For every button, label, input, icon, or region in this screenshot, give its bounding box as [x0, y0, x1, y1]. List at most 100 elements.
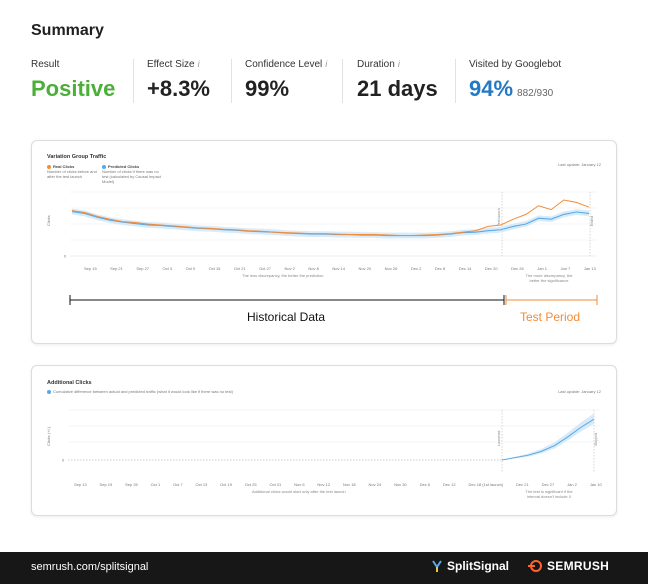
chart2-tick-8: Oct 31 [269, 482, 282, 487]
legend-real-desc: Number of clicks before and after the te… [47, 169, 97, 179]
additional-clicks-line [501, 418, 595, 461]
footer-url[interactable]: semrush.com/splitsignal [31, 561, 149, 573]
chart1-updated: Last update: January 12 [558, 162, 601, 167]
chart1-tick-5: Oct 15 [208, 266, 221, 271]
chart1-note-right: The more discrepancy, the better the sig… [525, 273, 573, 283]
chart1-tick-1: Sep 21 [110, 266, 123, 271]
chart2-tick-18: Dec 27 [541, 482, 555, 487]
chart1-tick-17: Dec 26 [511, 266, 524, 271]
chart1-tick-19: Jan 7 [560, 266, 571, 271]
chart2-tick-20: Jan 10 [589, 482, 602, 487]
googlebot-value: 94% [469, 76, 514, 101]
chart1-tick-7: Oct 27 [259, 266, 271, 271]
chart1-x-ticks: Sep 15 Sep 21 Sep 27 Oct 3 Oct 9 Oct 15 Oct 21… [84, 266, 596, 271]
chart1-tick-11: Nov 20 [358, 266, 372, 271]
chart2-start-marker: Launched [497, 431, 501, 446]
chart1-y-zero-label: 0 [64, 254, 67, 259]
result-value: Positive [31, 76, 116, 101]
chart2-y-zero-label: 0 [62, 458, 65, 463]
metric-duration: Duration i 21 days [357, 59, 438, 102]
legend-dot-blue [102, 164, 106, 169]
chart1-y-axis-label: Clicks [46, 215, 51, 226]
legend-predicted-desc: Number of clicks if there was no test (c… [102, 169, 161, 184]
splitsignal-text: SplitSignal [447, 559, 510, 573]
googlebot-label: Visited by Googlebot [469, 59, 562, 70]
chart2-tick-5: Oct 13 [195, 482, 208, 487]
legend-additional-desc: Cumulative difference between actual and… [53, 389, 233, 394]
splitsignal-logo: SplitSignal [431, 559, 509, 573]
chart2-x-ticks: Sep 13 Sep 19 Sep 25 Oct 1 Oct 7 Oct 13 Oct 19… [74, 482, 602, 487]
chart1-tick-2: Sep 27 [136, 266, 150, 271]
test-period-label: Test Period [520, 310, 581, 324]
duration-value: 21 days [357, 76, 438, 101]
confidence-label: Confidence Level [245, 59, 323, 70]
chart2-tick-16: Dec 18 (1st launch) [468, 482, 504, 487]
chart1-tick-20: Jan 13 [583, 266, 596, 271]
chart1-tick-4: Oct 9 [185, 266, 196, 271]
metric-confidence: Confidence Level i 99% [245, 59, 327, 102]
chart2-tick-13: Nov 30 [394, 482, 407, 487]
effect-size-value: +8.3% [147, 76, 210, 101]
additional-clicks-card: Additional Clicks Last update: January 1… [31, 365, 617, 516]
confidence-value: 99% [245, 76, 290, 101]
legend-predicted-clicks: Predicted Clicks Number of clicks if the… [102, 164, 162, 184]
period-brackets [69, 295, 598, 305]
legend-dot-blue [47, 389, 51, 394]
footer-bar: semrush.com/splitsignal SplitSignal SEMR… [0, 552, 648, 584]
variation-traffic-chart[interactable]: 0 Clicks Test launch Ended [32, 186, 616, 266]
result-label: Result [31, 59, 60, 70]
additional-clicks-chart[interactable]: 0 Clicks (+/-) Launched Stopped [32, 406, 616, 480]
chart2-tick-14: Dec 6 [419, 482, 431, 487]
chart1-tick-3: Oct 3 [162, 266, 173, 271]
chart1-tick-15: Dec 14 [458, 266, 472, 271]
summary-title: Summary [31, 22, 104, 39]
chart2-tick-4: Oct 7 [173, 482, 183, 487]
metric-divider [231, 59, 232, 103]
metric-divider [455, 59, 456, 103]
legend-real-clicks: Real Clicks Number of clicks before and … [47, 164, 97, 179]
predicted-confidence-band [72, 208, 589, 239]
legend-dot-orange [47, 164, 51, 169]
chart1-tick-14: Dec 8 [434, 266, 446, 271]
legend-predicted-label: Predicted Clicks [108, 164, 140, 169]
chart2-tick-7: Oct 25 [244, 482, 257, 487]
variation-traffic-card: Variation Group Traffic Last update: Jan… [31, 140, 617, 344]
chart1-tick-18: Jan 1 [537, 266, 548, 271]
chart2-tick-6: Oct 19 [220, 482, 232, 487]
metric-divider [342, 59, 343, 103]
chart2-updated: Last update: January 12 [558, 389, 601, 394]
chart1-tick-12: Nov 26 [384, 266, 398, 271]
semrush-logo: SEMRUSH [527, 559, 609, 573]
chart2-tick-15: Dec 12 [442, 482, 456, 487]
chart1-tick-9: Nov 8 [308, 266, 319, 271]
chart2-end-marker: Stopped [594, 433, 598, 446]
chart2-tick-12: Nov 24 [368, 482, 382, 487]
chart1-tick-13: Dec 2 [410, 266, 422, 271]
chart2-tick-10: Nov 12 [317, 482, 331, 487]
chart2-title: Additional Clicks [47, 380, 92, 386]
info-icon[interactable]: i [325, 59, 328, 69]
chart2-tick-19: Jan 2 [567, 482, 577, 487]
chart1-title: Variation Group Traffic [47, 154, 107, 160]
semrush-text: SEMRUSH [547, 559, 610, 573]
chart1-tick-10: Nov 14 [332, 266, 346, 271]
googlebot-count: 882/930 [517, 88, 554, 99]
metric-divider [133, 59, 134, 103]
chart2-tick-11: Nov 18 [342, 482, 356, 487]
chart2-note-right: The test is significant if the interval … [525, 489, 573, 499]
metric-googlebot: Visited by Googlebot 94% 882/930 [469, 59, 561, 102]
splitsignal-icon [432, 560, 442, 572]
info-icon[interactable]: i [397, 59, 400, 69]
chart2-y-axis-label: Clicks (+/-) [46, 426, 51, 446]
chart2-tick-0: Sep 13 [74, 482, 87, 487]
semrush-icon [528, 560, 542, 572]
chart2-tick-2: Sep 25 [125, 482, 138, 487]
metric-effect-size: Effect Size i +8.3% [147, 59, 210, 102]
legend-additional: Cumulative difference between actual and… [47, 389, 347, 394]
chart2-tick-17: Dec 21 [516, 482, 529, 487]
chart2-tick-3: Oct 1 [150, 482, 161, 487]
chart1-start-marker: Test launch [497, 208, 501, 226]
chart1-tick-0: Sep 15 [84, 266, 97, 271]
chart1-tick-6: Oct 21 [233, 266, 246, 271]
info-icon[interactable]: i [197, 59, 200, 69]
